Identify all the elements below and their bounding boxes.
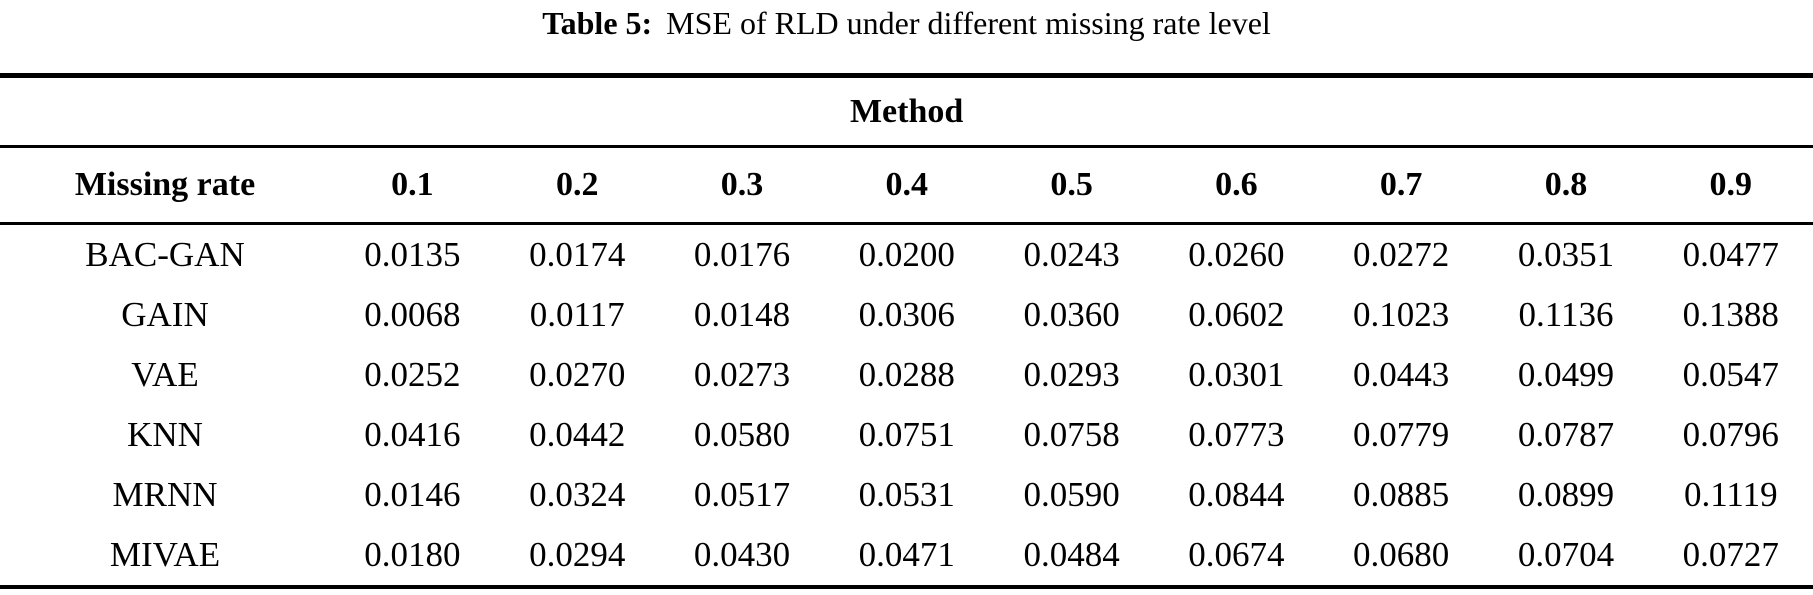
value-cell: 0.0531: [858, 475, 955, 514]
col-header: 0.3: [659, 146, 825, 225]
table-row: VAE 0.0252 0.0270 0.0273 0.0288 0.0293 0…: [0, 345, 1813, 405]
value-cell: 0.0547: [1682, 355, 1779, 394]
value-cell: 0.0844: [1188, 475, 1285, 514]
value-cell: 0.0758: [1023, 415, 1120, 454]
value-cell: 0.0885: [1353, 475, 1450, 514]
table-row: KNN 0.0416 0.0442 0.0580 0.0751 0.0758 0…: [0, 405, 1813, 465]
col-header: 0.6: [1153, 146, 1319, 225]
value-cell: 0.0360: [1023, 295, 1120, 334]
col-header: 0.9: [1648, 146, 1813, 225]
value-cell: 0.0442: [529, 415, 626, 454]
value-cell: 0.0477: [1682, 235, 1779, 274]
value-cell: 0.1388: [1682, 295, 1779, 334]
value-cell: 0.0294: [529, 535, 626, 574]
method-cell: MRNN: [112, 475, 218, 514]
table-caption-text: MSE of RLD under different missing rate …: [666, 5, 1271, 41]
value-cell: 0.0580: [693, 415, 791, 454]
col-header: 0.4: [824, 146, 990, 225]
method-cell: BAC-GAN: [85, 235, 245, 274]
value-cell: 0.0680: [1353, 535, 1450, 574]
value-cell: 0.0779: [1353, 415, 1450, 454]
col-header: 0.5: [989, 146, 1154, 225]
value-cell: 0.0148: [693, 295, 791, 334]
value-cell: 0.0135: [364, 235, 461, 274]
results-table: Method Missing rate 0.1 0.2 0.3 0.4 0.5 …: [0, 73, 1813, 589]
value-cell: 0.0674: [1188, 535, 1285, 574]
value-cell: 0.0484: [1023, 535, 1120, 574]
column-header-row: Missing rate 0.1 0.2 0.3 0.4 0.5 0.6 0.7…: [0, 146, 1813, 225]
value-cell: 0.0416: [364, 415, 461, 454]
value-cell: 0.0146: [364, 475, 461, 514]
method-cell: MIVAE: [109, 535, 221, 574]
value-cell: 0.0773: [1188, 415, 1285, 454]
value-cell: 0.0751: [858, 415, 955, 454]
value-cell: 0.0174: [529, 235, 626, 274]
col-header: 0.8: [1483, 146, 1649, 225]
value-cell: 0.0243: [1023, 235, 1120, 274]
value-cell: 0.0176: [693, 235, 791, 274]
value-cell: 0.0288: [858, 355, 955, 394]
value-cell: 0.0590: [1023, 475, 1120, 514]
value-cell: 0.0270: [529, 355, 626, 394]
value-cell: 0.0200: [858, 235, 955, 274]
table-caption: Table 5: MSE of RLD under different miss…: [0, 0, 1813, 73]
group-header-method: Method: [0, 75, 1813, 148]
value-cell: 0.0252: [364, 355, 461, 394]
value-cell: 0.0727: [1682, 535, 1779, 574]
method-cell: GAIN: [121, 295, 209, 334]
table-row: MRNN 0.0146 0.0324 0.0517 0.0531 0.0590 …: [0, 465, 1813, 525]
method-cell: VAE: [131, 355, 199, 394]
table-row: GAIN 0.0068 0.0117 0.0148 0.0306 0.0360 …: [0, 285, 1813, 345]
value-cell: 0.1023: [1353, 295, 1450, 334]
group-header-row: Method: [0, 75, 1813, 148]
value-cell: 0.0293: [1023, 355, 1120, 394]
value-cell: 0.0306: [858, 295, 955, 334]
value-cell: 0.0796: [1682, 415, 1779, 454]
value-cell: 0.0602: [1188, 295, 1285, 334]
value-cell: 0.0272: [1353, 235, 1450, 274]
value-cell: 0.0117: [529, 295, 625, 334]
value-cell: 0.0351: [1517, 235, 1615, 274]
value-cell: 0.1136: [1518, 295, 1614, 334]
value-cell: 0.0471: [858, 535, 955, 574]
value-cell: 0.0301: [1188, 355, 1285, 394]
col-header: 0.2: [494, 146, 660, 225]
value-cell: 0.1119: [1683, 475, 1778, 514]
value-cell: 0.0443: [1353, 355, 1450, 394]
table-caption-label: Table 5:: [542, 5, 653, 41]
method-cell: KNN: [127, 415, 203, 454]
value-cell: 0.0704: [1517, 535, 1615, 574]
value-cell: 0.0787: [1517, 415, 1615, 454]
value-cell: 0.0180: [364, 535, 461, 574]
value-cell: 0.0260: [1188, 235, 1285, 274]
value-cell: 0.0499: [1517, 355, 1615, 394]
table-row: MIVAE 0.0180 0.0294 0.0430 0.0471 0.0484…: [0, 525, 1813, 587]
col-header: 0.7: [1318, 146, 1484, 225]
value-cell: 0.0273: [693, 355, 791, 394]
value-cell: 0.0324: [529, 475, 626, 514]
table-row: BAC-GAN 0.0135 0.0174 0.0176 0.0200 0.02…: [0, 224, 1813, 286]
col-header: 0.1: [330, 146, 495, 225]
value-cell: 0.0517: [693, 475, 791, 514]
value-cell: 0.0899: [1517, 475, 1615, 514]
value-cell: 0.0430: [693, 535, 791, 574]
row-header-missing-rate: Missing rate: [0, 146, 330, 225]
value-cell: 0.0068: [364, 295, 461, 334]
